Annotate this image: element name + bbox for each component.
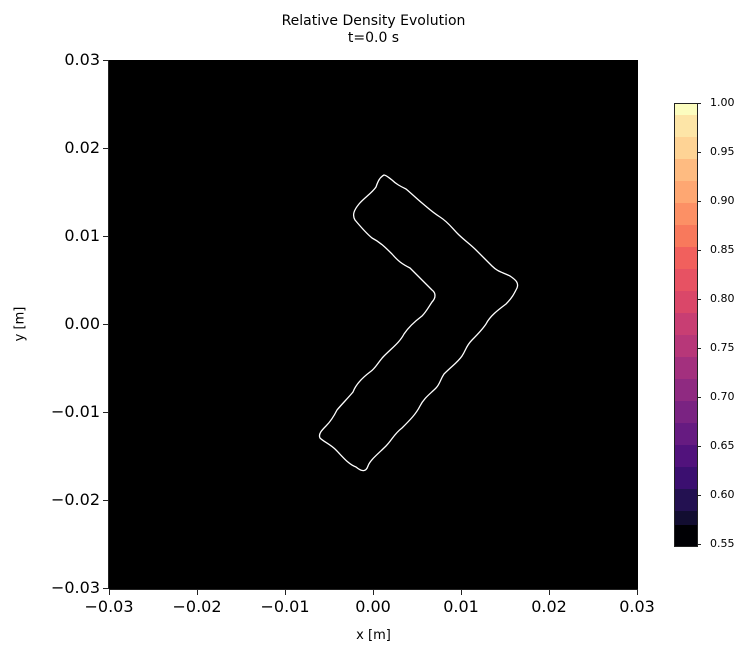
chart-title: Relative Density Evolution [281,13,466,29]
y-tick-label: −0.03 [50,578,100,597]
colorbar-tick-label: 0.70 [710,390,735,403]
x-tick-label: −0.01 [260,597,310,616]
colorbar-tick-label: 0.90 [710,194,735,207]
y-axis-label: y [m] [12,306,28,342]
colorbar-tick-label: 0.65 [710,439,735,452]
y-tick-label: 0.03 [64,50,100,69]
x-tick-label: 0.00 [355,597,391,616]
plot-area [109,60,638,589]
chart-subtitle: t=0.0 s [347,30,400,46]
colorbar-gradient [675,104,697,546]
colorbar-tick-label: 0.85 [710,243,735,256]
x-tick-label: 0.03 [619,597,655,616]
colorbar-tick-label: 0.95 [710,145,735,158]
y-tick-label: 0.00 [64,314,100,333]
colorbar [674,103,698,547]
colorbar-tick-label: 0.75 [710,341,735,354]
y-tick-label: 0.01 [64,226,100,245]
x-axis-label: x [m] [356,628,391,643]
y-tick-label: −0.01 [50,402,100,421]
x-tick-label: 0.02 [531,597,567,616]
x-tick-label: −0.02 [172,597,222,616]
density-contour [318,174,519,472]
colorbar-tick-label: 0.60 [710,488,735,501]
y-tick-label: −0.02 [50,490,100,509]
colorbar-tick-label: 1.00 [710,96,735,109]
colorbar-tick-label: 0.80 [710,292,735,305]
x-tick-label: 0.01 [443,597,479,616]
y-tick-label: 0.02 [64,138,100,157]
colorbar-tick-label: 0.55 [710,537,735,550]
x-tick-label: −0.03 [84,597,134,616]
